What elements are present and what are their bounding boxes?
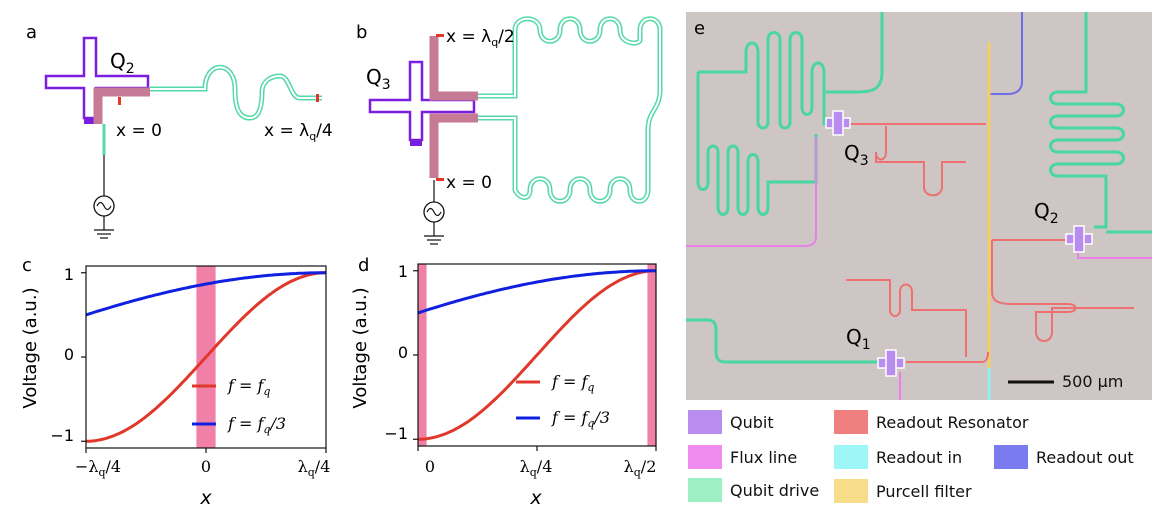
chip-label-q3: Q3 [844,141,869,169]
chip-qubit-q1 [877,349,905,377]
q3-label: Q3 [366,65,391,93]
legend-d: f = fq f = fq/3 [516,372,610,430]
legend-c-fq3: f = fq/3 [227,414,286,436]
legend-flux-line: Flux line [688,443,797,471]
legend-label-flux-line: Flux line [730,447,798,467]
ylabel-d: Voltage (a.u.) [350,287,371,408]
legend-swatch-qubit [688,410,722,434]
xtick-c-1: 0 [201,457,211,476]
legend-purcell-filter: Purcell filter [834,477,972,505]
chip-label-q1: Q1 [846,325,871,353]
ylabel-c: Voltage (a.u.) [20,287,41,408]
legend-swatch-readout-in [834,445,868,469]
series-line-c-0 [85,271,327,443]
qubit-q3-schematic [368,60,476,146]
x0-label-b: x = 0 [446,173,492,193]
drive-line-a [93,124,115,239]
legend-label-readout-resonator: Readout Resonator [876,412,1029,432]
q2-label: Q2 [110,49,135,77]
panel-letter-b: b [356,22,367,43]
legend-label-readout-in: Readout in [876,447,963,467]
legend-c: f = fq f = fq/3 [192,376,286,436]
legend-d-fq3: f = fq/3 [551,408,610,430]
legend-c-fq: f = fq [227,376,270,398]
xend-label-b: x = λq/2 [446,27,515,49]
legend-swatch-qubit-drive [688,478,722,502]
legend-swatch-readout-resonator [834,410,868,434]
ytick-c-1: 1 [64,265,74,284]
series-line-c-1 [85,271,326,317]
highlight-band-d-0 [418,264,427,446]
panel-letter-e: e [694,18,705,39]
ytick-c-0: 0 [64,345,74,364]
series-line-d-0 [417,269,657,441]
xlabel-d: x [529,487,542,509]
xend-label-a: x = λq/4 [264,121,333,143]
highlight-band-d-1 [647,264,656,446]
xtick-d-1: λq/4 [520,457,553,479]
x0-label-a: x = 0 [116,121,162,141]
legend-readout-resonator: Readout Resonator [834,408,1028,436]
legend-label-purcell-filter: Purcell filter [876,481,972,501]
legend-label-qubit-drive: Qubit drive [730,480,820,500]
chip-micrograph: e Q3 Q2 Q1 [686,12,1152,400]
legend-swatch-purcell-filter [834,479,868,503]
chip-qubit-q2 [1065,225,1093,253]
ytick-d-m1: −1 [384,424,408,443]
schematic-panels: a Q2 x = 0 x = λq/4 b [26,16,663,245]
ytick-d-0: 0 [398,343,408,362]
panel-letter-c: c [22,255,32,276]
xtick-d-0: 0 [425,457,435,476]
xtick-d-2: λq/2 [624,457,657,479]
panel-letter-d: d [358,255,369,276]
panel-letter-a: a [26,22,37,43]
xlabel-c: x [199,487,212,509]
chip-qubit-q3 [825,110,851,136]
legend-swatch-readout-out [994,445,1028,469]
legend-swatch-flux-line [688,445,722,469]
xtick-c-2: λq/4 [298,457,331,479]
series-line-d-1 [417,269,656,315]
legend-qubit: Qubit [688,408,774,436]
legend-qubit-drive: Qubit drive [688,476,819,504]
plot-d [413,263,657,451]
resonator-a [93,64,322,124]
legend-label-qubit: Qubit [730,412,774,432]
resonator-b [429,16,663,204]
legend-d-fq: f = fq [551,372,594,394]
chip-layout: e Q3 Q2 Q1 [686,12,1152,400]
ytick-d-1: 1 [398,262,408,281]
voltage-plots: c d Voltage (a.u.) Voltage (a.u.) 1 0 −1… [20,255,657,509]
legend-label-readout-out: Readout out [1036,447,1134,467]
chip-label-q2: Q2 [1034,199,1059,227]
xtick-c-0: −λq/4 [75,457,121,479]
scale-bar-label: 500 µm [1062,372,1124,391]
drive-line-b [423,180,445,245]
legend-readout-in: Readout in [834,443,962,471]
plot-c [81,265,327,453]
ytick-c-m1: −1 [50,426,74,445]
legend-readout-out: Readout out [994,443,1134,471]
